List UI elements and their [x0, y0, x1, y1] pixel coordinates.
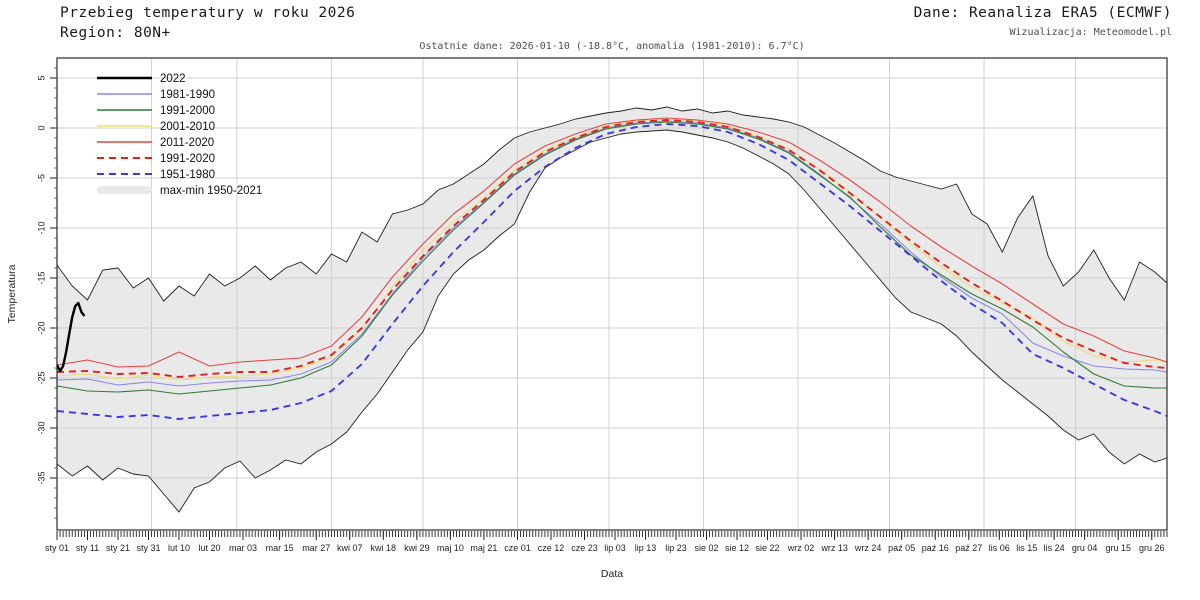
- x-tick-label: lip 13: [635, 543, 657, 553]
- band-max-min-area: [57, 107, 1167, 512]
- x-tick-label: lis 24: [1044, 543, 1065, 553]
- visualization-credit: Wizualizacja: Meteomodel.pl: [1009, 27, 1172, 38]
- y-major-ticks: [50, 77, 57, 479]
- x-tick-label: kwi 29: [404, 543, 430, 553]
- series-2022: [55, 301, 86, 373]
- legend-item-label: 1951-1980: [160, 169, 215, 181]
- x-tick-label: gru 26: [1139, 543, 1165, 553]
- x-tick-label: kwi 07: [337, 543, 363, 553]
- x-tick-label: wrz 24: [854, 543, 882, 553]
- y-tick-label: -20: [36, 321, 46, 334]
- y-tick-label: -25: [36, 371, 46, 384]
- x-tick-label: wrz 13: [820, 543, 848, 553]
- y-tick-label: 0: [36, 125, 46, 130]
- x-tick-label: wrz 02: [787, 543, 815, 553]
- x-tick-label: gru 04: [1072, 543, 1098, 553]
- y-tick-label: -10: [36, 221, 46, 234]
- x-tick-label: maj 21: [470, 543, 497, 553]
- legend-item-label: 2011-2020: [160, 137, 214, 149]
- legend-item-label: 2022: [160, 73, 186, 85]
- legend-item-label: max-min 1950-2021: [160, 185, 262, 197]
- x-tick-label: sty 01: [45, 543, 69, 553]
- x-tick-label: paź 27: [955, 543, 982, 553]
- x-tick-label: cze 12: [538, 543, 565, 553]
- x-daily-ticks: [56, 531, 1168, 537]
- y-tick-label: -5: [36, 174, 46, 182]
- region-label: Region: 80N+: [60, 25, 171, 41]
- y-tick-label: -30: [36, 421, 46, 434]
- band-max-edge: [56, 106, 1168, 302]
- x-tick-label: sie 02: [695, 543, 719, 553]
- series-1991-2020: [56, 119, 1168, 378]
- y-tick-label: -15: [36, 271, 46, 284]
- x-tick-label: lut 20: [198, 543, 220, 553]
- series-2011-2020: [56, 117, 1168, 368]
- data-source-label: Dane: Reanaliza ERA5 (ECMWF): [913, 5, 1172, 21]
- last-data-subtitle: Ostatnie dane: 2026-01-10 (-18.8°C, anom…: [419, 41, 805, 52]
- x-tick-label: gru 15: [1105, 543, 1131, 553]
- series-1951-1980: [56, 123, 1168, 420]
- x-tick-label: sty 31: [136, 543, 160, 553]
- series-2001-2010: [56, 118, 1168, 381]
- band-min-edge: [56, 129, 1168, 513]
- page-title: Przebieg temperatury w roku 2026: [60, 5, 356, 21]
- y-tick-label: 5: [36, 75, 46, 80]
- x-tick-label: mar 15: [266, 543, 294, 553]
- legend-item-label: 1981-1990: [160, 89, 215, 101]
- x-tick-label: paź 05: [888, 543, 915, 553]
- x-tick-label: mar 27: [302, 543, 330, 553]
- legend-item-label: 2001-2010: [160, 121, 215, 133]
- x-tick-label: lis 15: [1016, 543, 1037, 553]
- series-1981-1990: [56, 120, 1168, 387]
- x-tick-label: lip 03: [604, 543, 626, 553]
- x-axis-label: Data: [600, 568, 624, 580]
- y-tick-label: -35: [36, 471, 46, 484]
- x-tick-label: cze 23: [571, 543, 598, 553]
- x-tick-label: paź 16: [922, 543, 949, 553]
- x-tick-label: mar 03: [229, 543, 257, 553]
- legend-swatch-band: [97, 186, 152, 194]
- series-1991-2000: [56, 121, 1167, 395]
- x-tick-label: lut 10: [168, 543, 190, 553]
- x-tick-label: lis 06: [989, 543, 1010, 553]
- x-tick-label: maj 10: [437, 543, 464, 553]
- y-minor-ticks: [54, 67, 57, 519]
- gridlines: [57, 58, 1167, 530]
- legend-item-label: 1991-2020: [160, 153, 215, 165]
- x-tick-label: sty 21: [106, 543, 130, 553]
- x-tick-label: sie 22: [756, 543, 780, 553]
- x-tick-label: sty 11: [76, 543, 99, 553]
- x-tick-label: lip 23: [665, 543, 687, 553]
- legend-item-label: 1991-2000: [160, 105, 215, 117]
- plot-frame: [56, 57, 1168, 531]
- x-major-ticks: [56, 531, 1153, 540]
- x-tick-label: sie 12: [725, 543, 749, 553]
- x-tick-label: kwi 18: [371, 543, 397, 553]
- x-tick-label: cze 01: [504, 543, 531, 553]
